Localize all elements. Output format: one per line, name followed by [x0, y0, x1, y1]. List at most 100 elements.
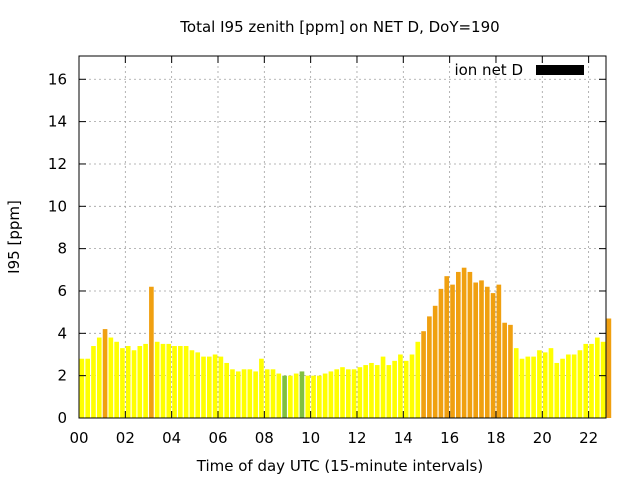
bar	[554, 362, 560, 418]
bar	[577, 350, 583, 418]
bar	[317, 375, 322, 418]
bar	[201, 356, 206, 418]
bar	[374, 365, 380, 418]
bar	[120, 348, 125, 418]
bar	[334, 369, 340, 418]
bar	[235, 371, 241, 418]
bar	[537, 350, 542, 418]
bar	[432, 305, 438, 418]
bar	[230, 369, 235, 418]
y-tick-label: 8	[57, 240, 67, 258]
bar	[195, 352, 201, 418]
bar	[473, 282, 479, 418]
bar	[456, 271, 461, 418]
bar	[189, 350, 195, 418]
bar	[548, 348, 554, 418]
bar	[542, 352, 548, 418]
bar	[392, 360, 397, 418]
y-tick-label: 10	[48, 197, 67, 215]
bar	[322, 373, 328, 418]
x-axis-label: Time of day UTC (15-minute intervals)	[196, 457, 483, 475]
bar	[508, 324, 513, 418]
x-axis: 00 02 04 06 08 10 12 14 16 18 20 22	[69, 56, 598, 447]
bar	[282, 375, 287, 418]
bar	[125, 346, 131, 418]
y-tick-label: 6	[57, 282, 67, 300]
bar	[467, 271, 473, 418]
y-tick-label: 0	[57, 409, 67, 427]
bar	[91, 346, 96, 418]
bar	[363, 365, 368, 418]
bar	[166, 343, 172, 418]
bar	[589, 343, 594, 418]
x-tick-label: 06	[208, 429, 227, 447]
x-tick-label: 02	[116, 429, 135, 447]
bar	[345, 369, 351, 418]
x-tick-label: 04	[162, 429, 181, 447]
bar	[513, 348, 519, 418]
bar	[583, 343, 589, 418]
bar	[253, 371, 258, 418]
bar	[438, 288, 444, 418]
bar	[403, 360, 409, 418]
bar	[212, 354, 218, 418]
x-tick-label: 10	[301, 429, 320, 447]
bar	[479, 280, 484, 418]
x-tick-label: 20	[533, 429, 552, 447]
bar	[427, 316, 432, 418]
bar	[531, 356, 536, 418]
bar	[484, 286, 490, 418]
bar	[149, 286, 154, 418]
bar	[444, 276, 450, 418]
bar	[178, 346, 183, 418]
bar	[218, 356, 224, 418]
bar	[409, 354, 415, 418]
bar	[566, 354, 571, 418]
bar	[398, 354, 403, 418]
bar	[340, 367, 345, 418]
bar	[259, 358, 264, 418]
bar	[305, 375, 311, 418]
y-tick-label: 4	[57, 324, 67, 342]
bar	[461, 267, 467, 418]
bar	[293, 373, 299, 418]
bar	[270, 369, 276, 418]
bar	[143, 343, 148, 418]
bar	[496, 284, 502, 418]
bar	[108, 337, 114, 418]
bar	[357, 367, 363, 418]
y-axis: 0 2 4 6 8 10 12 14 16	[48, 70, 606, 427]
bar	[183, 346, 189, 418]
legend-label: ion net D	[454, 61, 523, 79]
bar	[114, 341, 119, 418]
bar	[560, 358, 565, 418]
x-tick-label: 18	[486, 429, 505, 447]
y-tick-label: 16	[48, 70, 67, 88]
bar	[206, 356, 212, 418]
bar	[137, 346, 143, 418]
x-tick-label: 08	[255, 429, 274, 447]
bar	[450, 284, 455, 418]
bar	[606, 318, 612, 418]
bar	[490, 293, 496, 418]
bar	[525, 356, 531, 418]
bar	[415, 341, 421, 418]
grid-lines	[79, 56, 606, 418]
bar	[600, 341, 606, 418]
bar	[328, 371, 334, 418]
bar	[131, 350, 137, 418]
x-tick-label: 12	[347, 429, 366, 447]
bar	[369, 362, 374, 418]
y-tick-label: 12	[48, 155, 67, 173]
y-tick-label: 14	[48, 113, 67, 131]
bar	[311, 375, 316, 418]
bar	[519, 358, 525, 418]
x-tick-label: 00	[69, 429, 88, 447]
bar	[154, 341, 160, 418]
bar	[79, 358, 85, 418]
bar	[299, 371, 305, 418]
bar	[224, 362, 229, 418]
y-tick-label: 2	[57, 367, 67, 385]
bar	[172, 346, 177, 418]
